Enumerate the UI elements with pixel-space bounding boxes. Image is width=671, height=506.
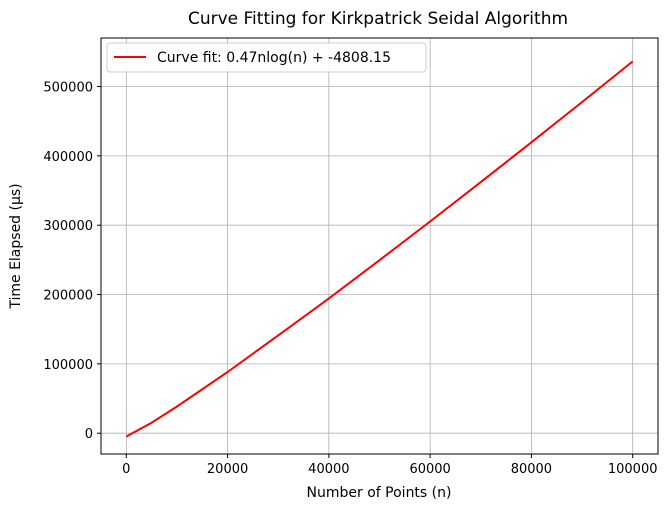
series-line (125, 60, 634, 438)
series-layer (125, 60, 634, 438)
x-axis-label: Number of Points (n) (307, 485, 452, 501)
y-tick-label: 500000 (43, 81, 93, 96)
x-tick-label: 0 (122, 462, 130, 477)
y-tick-label: 100000 (43, 358, 93, 373)
legend: Curve fit: 0.47nlog(n) + -4808.15 (106, 42, 427, 73)
grid (101, 38, 658, 454)
x-tick-label: 80000 (511, 462, 552, 477)
chart-title: Curve Fitting for Kirkpatrick Seidal Alg… (188, 9, 568, 29)
plot-frame (100, 37, 659, 455)
y-tick-label: 200000 (43, 289, 93, 304)
x-tick-label: 40000 (308, 462, 349, 477)
y-tick-label: 400000 (43, 150, 93, 165)
x-tick-label: 60000 (409, 462, 450, 477)
x-tick-label: 20000 (207, 462, 248, 477)
y-tick-label: 300000 (43, 219, 93, 234)
x-tick-label: 100000 (608, 462, 658, 477)
y-tick-label: 0 (85, 427, 93, 442)
legend-box (106, 42, 427, 73)
y-axis-label: Time Elapsed (µs) (8, 183, 24, 309)
ticks: 0 20000 40000 60000 80000 100000 0 100000 200000… (43, 81, 657, 477)
legend-label: Curve fit: 0.47nlog(n) + -4808.15 (157, 50, 391, 66)
